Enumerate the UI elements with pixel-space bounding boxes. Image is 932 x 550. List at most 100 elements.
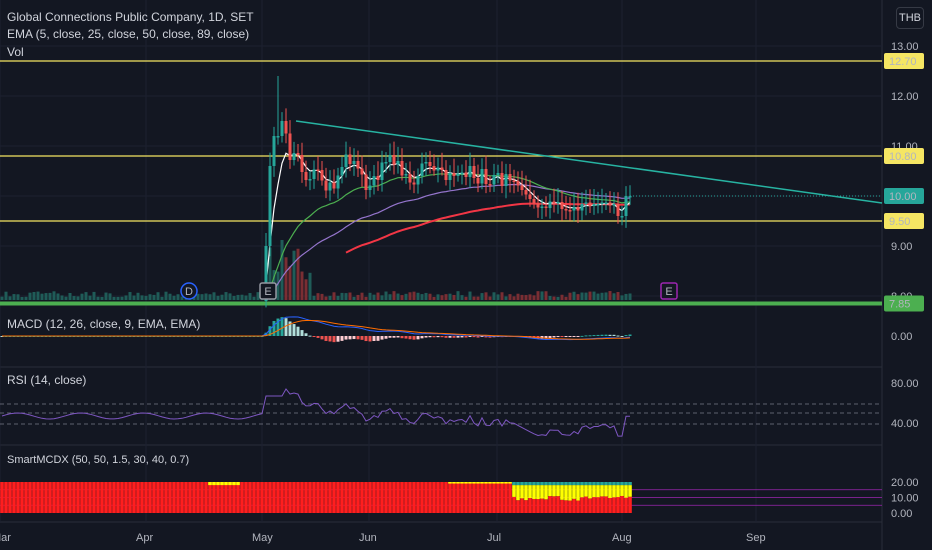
smartmcdx-red-bar	[560, 499, 564, 513]
smartmcdx-red-bar	[204, 482, 208, 513]
macd-histogram-bar	[620, 335, 624, 337]
candle-body	[368, 185, 372, 190]
smartmcdx-red-bar	[332, 482, 336, 513]
smartmcdx-yellow-bar	[220, 482, 224, 486]
smartmcdx-yellow-bar	[232, 482, 236, 486]
smartmcdx-red-bar	[392, 482, 396, 513]
smartmcdx-yellow-bar	[624, 485, 628, 498]
smartmcdx-red-bar	[172, 482, 176, 513]
candle-body	[372, 176, 376, 186]
volume-bar	[296, 248, 300, 300]
volume-bar	[256, 292, 260, 300]
candle-body	[492, 175, 496, 185]
candle-body	[596, 204, 600, 206]
smartmcdx-yellow-bar	[560, 485, 564, 500]
macd-histogram-bar	[596, 334, 600, 336]
volume-bar	[104, 292, 108, 300]
macd-histogram-bar	[584, 335, 588, 337]
volume-bar	[368, 292, 372, 300]
macd-histogram-bar	[624, 335, 628, 337]
macd-histogram-bar	[564, 336, 568, 338]
ema-50-line	[265, 183, 631, 302]
smartmcdx-red-bar	[120, 482, 124, 513]
volume-bar	[560, 294, 564, 300]
smartmcdx-yellow-bar	[460, 482, 464, 484]
smartmcdx-yellow-bar	[492, 482, 496, 484]
candle-body	[488, 184, 492, 186]
candle-body	[444, 170, 448, 180]
volume-bar	[508, 294, 512, 300]
macd-histogram-bar	[348, 336, 352, 340]
volume-bar	[356, 294, 360, 300]
currency-button[interactable]: THB	[896, 7, 924, 29]
candle-body	[600, 202, 604, 204]
volume-bar	[388, 294, 392, 300]
candle-body	[460, 172, 464, 174]
candle-body	[360, 168, 364, 175]
macd-histogram-bar	[440, 336, 444, 338]
smartmcdx-red-bar	[436, 482, 440, 513]
smartmcdx-legend: SmartMCDX (50, 50, 1.5, 30, 40, 0.7)	[7, 454, 190, 466]
smartmcdx-red-bar	[448, 482, 452, 513]
smartmcdx-red-bar	[92, 482, 96, 513]
smartmcdx-red-bar	[232, 482, 236, 513]
smartmcdx-green-bar	[608, 482, 612, 486]
macd-histogram-bar	[476, 336, 480, 338]
smartmcdx-red-bar	[236, 482, 240, 513]
volume-bar	[572, 291, 576, 300]
smartmcdx-red-bar	[208, 482, 212, 513]
volume-bar	[464, 296, 468, 300]
smartmcdx-red-bar	[380, 482, 384, 513]
candle-body	[452, 173, 456, 176]
macd-histogram-bar	[332, 336, 336, 343]
smartmcdx-red-bar	[616, 497, 620, 513]
candle-body	[552, 201, 556, 203]
event-marker-label: D	[185, 286, 193, 298]
candle-body	[512, 180, 516, 182]
volume-bar	[276, 271, 280, 300]
volume-bar	[164, 291, 168, 300]
volume-bar	[220, 294, 224, 300]
smartmcdx-yellow-bar	[592, 485, 596, 498]
candle-body	[364, 174, 368, 190]
smartmcdx-red-bar	[516, 500, 520, 513]
candle-body	[528, 194, 532, 199]
candle-body	[624, 196, 628, 216]
smartmcdx-red-bar	[104, 482, 108, 513]
volume-bar	[392, 291, 396, 300]
smartmcdx-red-bar	[440, 482, 444, 513]
smartmcdx-yellow-bar	[596, 485, 600, 498]
smartmcdx-red-bar	[576, 500, 580, 513]
smartmcdx-red-bar	[528, 498, 532, 513]
macd-histogram-bar	[312, 336, 316, 337]
volume-bar	[300, 271, 304, 300]
smartmcdx-green-bar	[544, 482, 548, 486]
smartmcdx-red-bar	[128, 482, 132, 513]
candle-body	[352, 161, 356, 164]
smartmcdx-red-bar	[312, 482, 316, 513]
smartmcdx-red-bar	[304, 482, 308, 513]
macd-histogram-bar	[272, 320, 276, 336]
smartmcdx-yellow-bar	[556, 485, 560, 497]
smartmcdx-yellow-bar	[600, 485, 604, 497]
event-marker-label: E	[264, 286, 271, 298]
candle-body	[280, 121, 284, 136]
volume-bar	[484, 292, 488, 300]
smartmcdx-red-bar	[52, 482, 56, 513]
smartmcdx-red-bar	[556, 496, 560, 513]
smartmcdx-red-bar	[328, 482, 332, 513]
candle-body	[316, 169, 320, 171]
smartmcdx-red-bar	[364, 482, 368, 513]
volume-bar	[552, 296, 556, 300]
smartmcdx-red-bar	[404, 482, 408, 513]
volume-bar	[100, 296, 104, 300]
candle-body	[332, 182, 336, 189]
volume-bar	[320, 293, 324, 300]
event-marker-shape	[180, 282, 198, 300]
volume-bar	[24, 296, 28, 300]
volume-bar	[396, 293, 400, 300]
volume-bar	[432, 296, 436, 300]
smartmcdx-red-bar	[360, 482, 364, 513]
smartmcdx-green-bar	[560, 482, 564, 486]
